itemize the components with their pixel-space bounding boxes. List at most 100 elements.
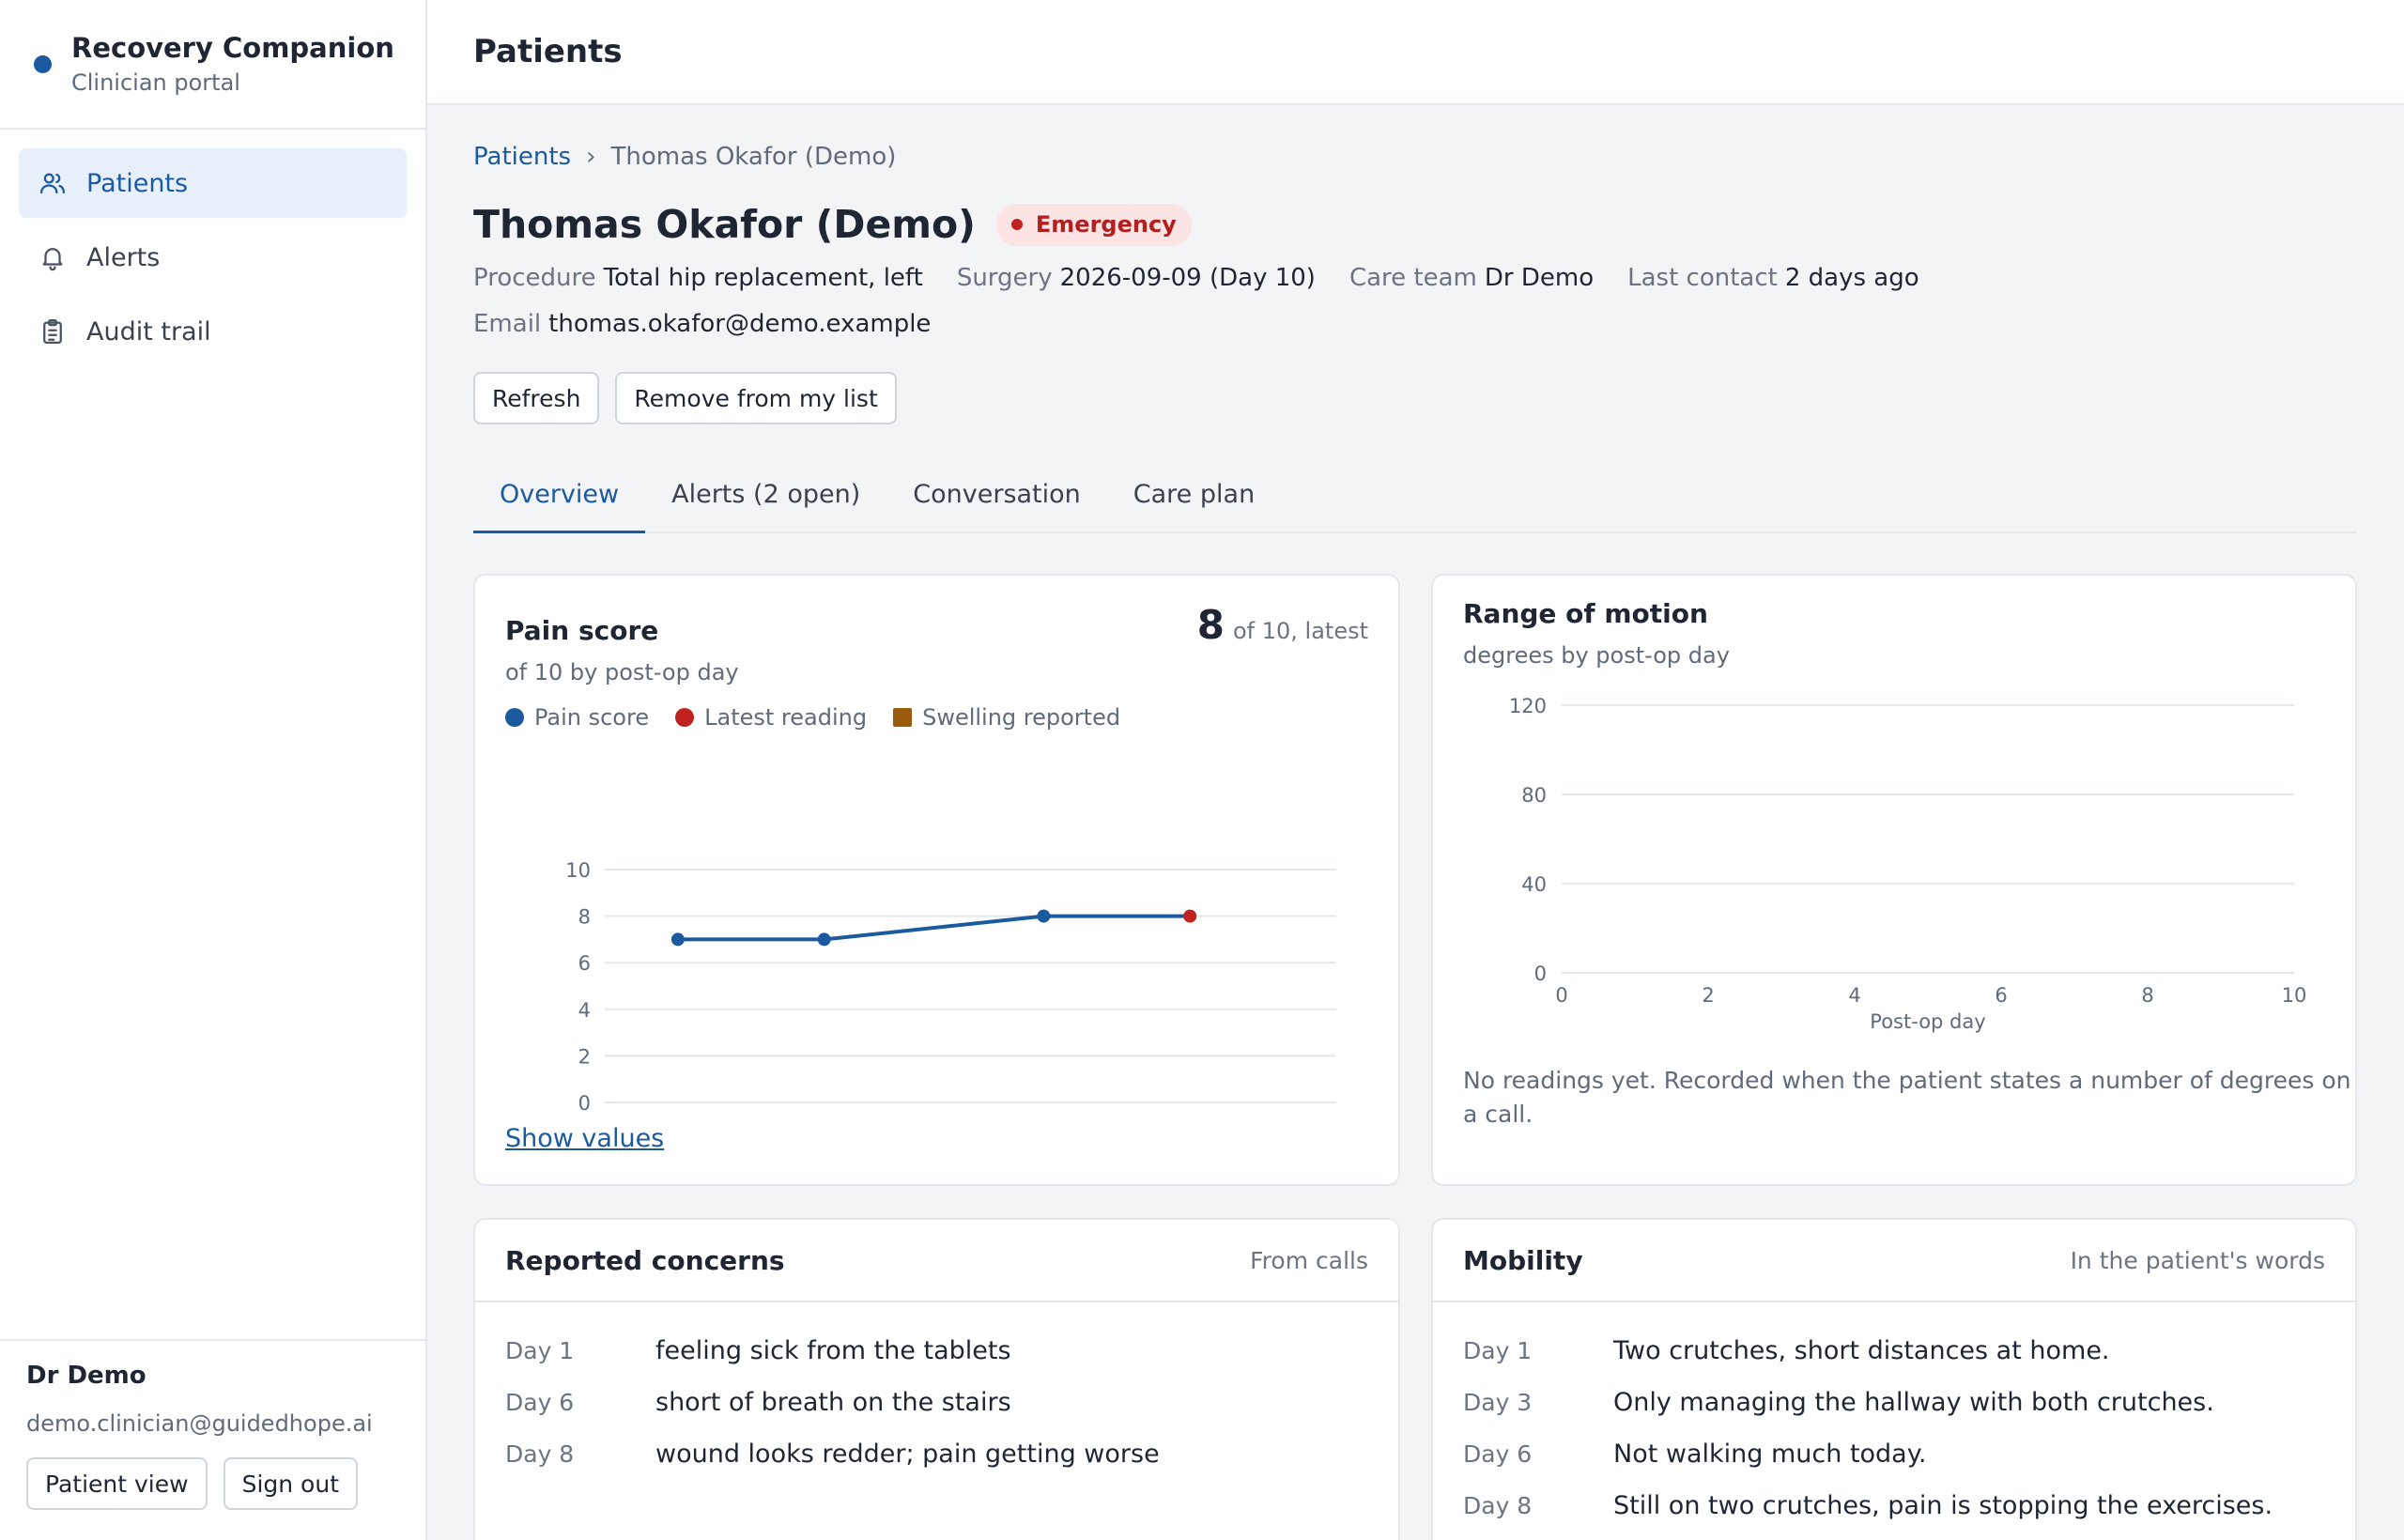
mobility-text: Only managing the hallway with both crut…: [1613, 1388, 2214, 1417]
pain-score-point: [670, 932, 685, 947]
mobility-day: Day 3: [1463, 1389, 1533, 1416]
latest-pain-readout: 8 of 10, latest: [1197, 602, 1368, 648]
surgery-label: Surgery: [956, 264, 1053, 292]
bell-icon: [38, 242, 68, 272]
concern-day: Day 1: [505, 1337, 575, 1364]
tab-care-plan[interactable]: Care plan: [1133, 479, 1256, 509]
users-icon: [38, 168, 68, 198]
sidebar-nav: Patients Alerts Audit trail: [0, 130, 425, 390]
rom-card-title: Range of motion: [1463, 598, 1708, 629]
latest-pain-value: 8: [1196, 602, 1225, 648]
user-email: demo.clinician@guidedhope.ai: [26, 1410, 373, 1437]
patient-view-button[interactable]: Patient view: [26, 1457, 208, 1510]
breadcrumb-current: Thomas Okafor (Demo): [610, 143, 897, 171]
sign-out-button[interactable]: Sign out: [223, 1457, 358, 1510]
procedure-value: Total hip replacement, left: [603, 264, 923, 292]
y-tick-label: 8: [578, 906, 591, 929]
brand: Recovery Companion Clinician portal: [0, 0, 425, 130]
email-label: Email: [473, 310, 542, 338]
range-of-motion-card: Range of motion degrees by post-op day 0…: [1431, 574, 2357, 1186]
status-dot-icon: [1010, 219, 1023, 230]
concern-day: Day 6: [505, 1389, 575, 1416]
sidebar-item-label: Audit trail: [86, 316, 211, 346]
sidebar-item-patients[interactable]: Patients: [19, 148, 407, 218]
last-contact-value: 2 days ago: [1784, 264, 1919, 292]
refresh-button[interactable]: Refresh: [473, 372, 600, 424]
main-content: Patients › Thomas Okafor (Demo) Thomas O…: [473, 105, 2357, 533]
rom-card-subtitle: degrees by post-op day: [1463, 642, 1730, 669]
list-item: Day 8 Still on two crutches, pain is stop…: [1463, 1480, 2325, 1532]
y-tick-label: 6: [578, 952, 591, 975]
mobility-day: Day 6: [1463, 1440, 1533, 1468]
pain-score-line: [677, 914, 1191, 942]
concern-text: short of breath on the stairs: [655, 1388, 1011, 1417]
mobility-day: Day 1: [1463, 1337, 1533, 1364]
x-tick-label: 6: [1995, 984, 2007, 1007]
x-tick-label: 4: [1848, 984, 1860, 1007]
latest-reading-point: [1183, 909, 1197, 923]
concern-day: Day 8: [505, 1440, 575, 1468]
pain-score-point: [1037, 909, 1051, 923]
mobility-list: Day 1 Two crutches, short distances at ho…: [1433, 1302, 2355, 1532]
patient-name: Thomas Okafor (Demo): [473, 202, 976, 247]
app-name: Recovery Companion: [71, 32, 394, 64]
legend-label: Swelling reported: [922, 704, 1121, 731]
concern-text: wound looks redder; pain getting worse: [655, 1440, 1160, 1469]
legend-swatch: [675, 708, 695, 727]
last-contact-label: Last contact: [1627, 264, 1778, 292]
pain-score-chart: 0246810swelling0246810Post-op day: [565, 859, 1336, 1111]
pain-card-subtitle: of 10 by post-op day: [505, 659, 739, 685]
patient-meta: Procedure Total hip replacement, left Sur…: [473, 264, 2357, 292]
x-tick-label: 0: [1555, 984, 1567, 1007]
list-item: Day 6 Not walking much today.: [1463, 1428, 2325, 1480]
x-tick-label: 8: [2141, 984, 2153, 1007]
mobility-title: Mobility: [1463, 1244, 1583, 1276]
tab-conversation[interactable]: Conversation: [913, 479, 1081, 509]
care-team-label: Care team: [1348, 264, 1477, 292]
mobility-aside: In the patient's words: [2070, 1246, 2325, 1274]
legend-label: Pain score: [534, 704, 650, 731]
mobility-day: Day 8: [1463, 1492, 1533, 1519]
breadcrumb-link-patients[interactable]: Patients: [473, 143, 572, 171]
remove-from-list-button[interactable]: Remove from my list: [615, 372, 897, 424]
pain-score-card: Pain score of 10 by post-op day Pain sco…: [473, 574, 1400, 1186]
concern-text: feeling sick from the tablets: [655, 1336, 1011, 1365]
sidebar: Recovery Companion Clinician portal Pati…: [0, 0, 427, 1540]
pain-score-point: [817, 932, 831, 947]
concerns-title: Reported concerns: [505, 1244, 785, 1276]
rom-empty-note: No readings yet. Recorded when the patie…: [1463, 1067, 2351, 1128]
y-tick-label: 80: [1521, 784, 1547, 807]
y-tick-label: 2: [578, 1045, 591, 1068]
user-name: Dr Demo: [26, 1362, 146, 1390]
mobility-text: Two crutches, short distances at home.: [1613, 1336, 2110, 1365]
mobility-text: Still on two crutches, pain is stopping …: [1613, 1491, 2273, 1520]
latest-pain-suffix: of 10, latest: [1232, 618, 1368, 644]
x-tick-label: 2: [1702, 984, 1714, 1007]
surgery-value: 2026-09-09 (Day 10): [1059, 264, 1316, 292]
tab-bar: Overview Alerts (2 open) Conversation Ca…: [473, 456, 2357, 533]
email-value: thomas.okafor@demo.example: [548, 310, 932, 338]
legend-item-pain-score: Pain score: [505, 704, 649, 731]
mobility-text: Not walking much today.: [1613, 1440, 1927, 1469]
sidebar-item-audit-trail[interactable]: Audit trail: [19, 297, 407, 366]
legend-swatch: [893, 708, 913, 727]
brand-logo: [34, 54, 52, 73]
y-tick-label: 10: [565, 859, 591, 882]
x-axis-label: Post-op day: [1870, 1010, 1985, 1033]
legend-item-latest-reading: Latest reading: [675, 704, 867, 731]
procedure-label: Procedure: [473, 264, 596, 292]
sidebar-item-alerts[interactable]: Alerts: [19, 223, 407, 292]
breadcrumb-separator: ›: [586, 143, 596, 171]
legend-label: Latest reading: [704, 704, 868, 731]
breadcrumb: Patients › Thomas Okafor (Demo): [473, 143, 2357, 171]
show-values-link[interactable]: Show values: [505, 1124, 665, 1153]
legend-item-swelling: Swelling reported: [893, 704, 1120, 731]
reported-concerns-card: Reported concerns From calls Day 1 feelin…: [473, 1218, 1400, 1540]
tab-overview[interactable]: Overview: [473, 456, 646, 533]
app-subtitle: Clinician portal: [71, 69, 240, 96]
tab-alerts[interactable]: Alerts (2 open): [671, 479, 861, 509]
range-of-motion-chart: 0 40 80 120 0 2 4 6 8 10 Post-op day: [1509, 695, 2306, 1033]
y-tick-label: 4: [578, 999, 591, 1022]
legend-swatch: [505, 708, 524, 727]
concerns-list: Day 1 feeling sick from the tablets Day 6…: [475, 1302, 1398, 1480]
